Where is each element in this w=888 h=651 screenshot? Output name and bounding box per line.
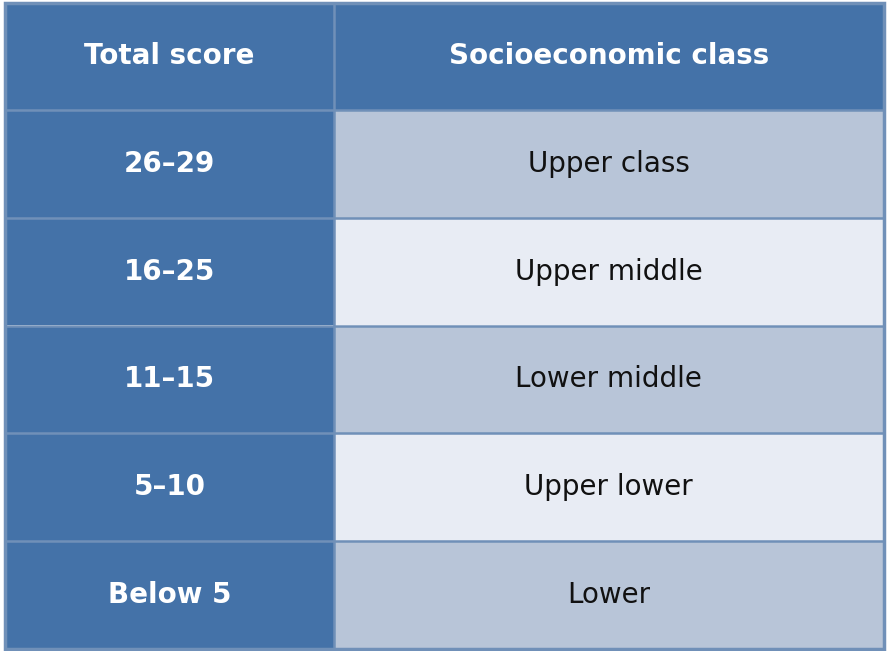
- Text: Upper lower: Upper lower: [525, 473, 694, 501]
- Text: Below 5: Below 5: [107, 581, 231, 609]
- Bar: [4, 541, 334, 648]
- Bar: [334, 218, 884, 326]
- Text: 11–15: 11–15: [123, 365, 215, 393]
- Text: 5–10: 5–10: [133, 473, 205, 501]
- Text: Lower middle: Lower middle: [515, 365, 702, 393]
- Bar: [4, 433, 334, 541]
- Bar: [4, 326, 334, 433]
- Bar: [334, 110, 884, 218]
- Text: Socioeconomic class: Socioeconomic class: [448, 42, 769, 70]
- Text: Upper middle: Upper middle: [515, 258, 702, 286]
- Bar: [4, 110, 334, 218]
- Bar: [334, 326, 884, 433]
- Text: Total score: Total score: [84, 42, 255, 70]
- Text: Upper class: Upper class: [527, 150, 690, 178]
- Text: Lower: Lower: [567, 581, 650, 609]
- Bar: [4, 218, 334, 326]
- Bar: [334, 433, 884, 541]
- Bar: [334, 3, 884, 110]
- Text: 26–29: 26–29: [123, 150, 215, 178]
- Text: 16–25: 16–25: [123, 258, 215, 286]
- Bar: [334, 541, 884, 648]
- Bar: [4, 3, 334, 110]
